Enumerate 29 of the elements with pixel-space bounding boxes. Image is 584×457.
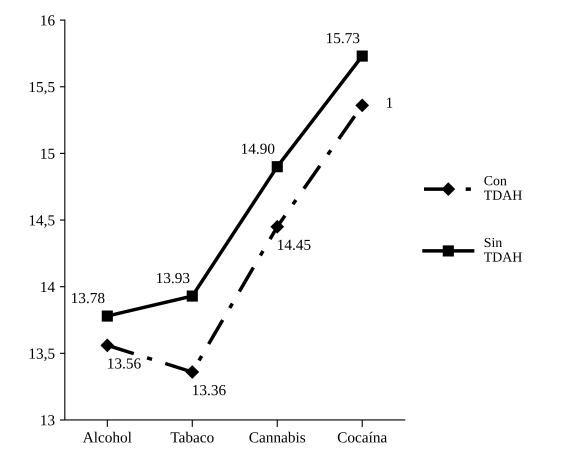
y-tick-label: 15 — [41, 148, 55, 159]
x-tick-label: Alcohol — [82, 432, 132, 443]
annotation: 1 — [386, 98, 392, 108]
data-label: 15.73 — [326, 32, 360, 44]
x-tick-label: Tabaco — [170, 432, 214, 443]
point — [100, 338, 114, 352]
y-tick-label: 13 — [41, 415, 55, 426]
data-label: 13.36 — [193, 385, 226, 396]
legend-label: Sin TDAH — [484, 238, 522, 262]
y-tick-label: 15,5 — [30, 82, 55, 94]
data-label: 14.90 — [242, 144, 274, 154]
point — [102, 310, 113, 322]
point — [356, 50, 368, 62]
data-label: 13.93 — [156, 272, 190, 284]
y-tick-label: 16 — [41, 15, 55, 26]
y-tick-label: 13,5 — [30, 348, 55, 361]
point — [356, 98, 369, 112]
point — [186, 365, 199, 379]
y-tick-label: 14 — [41, 282, 55, 292]
data-label: 13.56 — [108, 358, 141, 369]
point — [272, 161, 283, 172]
y-tick-label: 14,5 — [30, 215, 55, 228]
data-label: 14.45 — [278, 240, 311, 250]
data-label: 13.78 — [72, 292, 104, 304]
x-tick-label: Cocaína — [338, 432, 388, 443]
legend-label: Con TDAH — [484, 176, 522, 200]
point — [186, 290, 198, 302]
x-tick-label: Cannabis — [249, 432, 306, 443]
point — [270, 220, 284, 234]
